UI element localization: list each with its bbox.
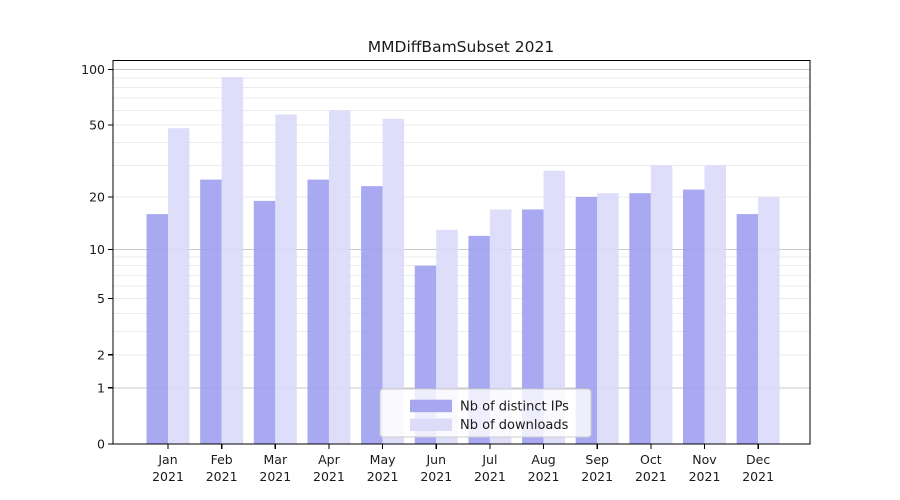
tick-labels: 0 1 2 5 10 20 50 100 Jan 2021 Feb 2021 Mar 2021 Apr 202… — [81, 62, 774, 484]
bar-distinct-ips — [307, 179, 329, 444]
bar-distinct-ips — [200, 179, 222, 444]
axes — [108, 59, 811, 449]
y-tick-label: 1 — [97, 380, 105, 395]
x-tick-label: Feb 2021 — [206, 452, 238, 484]
chart-title: MMDiffBamSubset 2021 — [368, 38, 554, 56]
bar-distinct-ips — [736, 214, 759, 444]
bar-downloads — [221, 77, 244, 444]
legend-label: Nb of distinct IPs — [460, 399, 569, 414]
bar-downloads — [168, 128, 190, 444]
bar-distinct-ips — [575, 196, 598, 444]
bar-downloads — [543, 170, 566, 445]
x-tick-label: Aug 2021 — [528, 452, 560, 484]
bar-distinct-ips — [361, 186, 383, 444]
legend: Nb of distinct IPs Nb of downloads — [379, 388, 592, 438]
legend-swatch — [410, 418, 452, 431]
y-tick-label: 50 — [89, 117, 105, 132]
y-tick-label: 10 — [89, 242, 105, 257]
legend-label: Nb of downloads — [460, 418, 569, 433]
plot-border — [112, 59, 811, 445]
bar-downloads — [489, 209, 512, 444]
bar-downloads — [597, 193, 619, 444]
bar-downloads — [704, 165, 726, 445]
x-tick-label: Dec 2021 — [742, 452, 774, 484]
legend-swatch — [410, 399, 452, 413]
bar-distinct-ips — [146, 214, 168, 444]
x-tick-label: Jan 2021 — [152, 452, 184, 484]
bar-downloads — [650, 165, 673, 445]
bar-downloads — [275, 114, 297, 444]
x-tick-label: Oct 2021 — [635, 452, 667, 484]
x-tick-label: Jul 2021 — [474, 452, 506, 484]
bar-distinct-ips — [522, 209, 544, 444]
x-tick-label: Sep 2021 — [581, 452, 613, 484]
bar-downloads — [758, 196, 780, 444]
bar-downloads — [382, 118, 405, 444]
bar-distinct-ips — [683, 189, 705, 444]
y-tick-label: 100 — [81, 62, 105, 77]
bar-distinct-ips — [629, 193, 651, 444]
x-tick-label: May 2021 — [367, 452, 399, 484]
y-tick-label: 0 — [97, 437, 105, 452]
y-tick-label: 5 — [97, 291, 105, 306]
bar-downloads — [328, 110, 351, 444]
x-tick-label: Nov 2021 — [689, 452, 721, 484]
y-tick-label: 2 — [97, 347, 105, 362]
bar-distinct-ips — [253, 200, 276, 444]
x-tick-label: Apr 2021 — [313, 452, 345, 484]
y-tick-label: 20 — [89, 189, 105, 204]
x-tick-label: Jun 2021 — [420, 452, 452, 484]
x-tick-label: Mar 2021 — [259, 452, 291, 484]
